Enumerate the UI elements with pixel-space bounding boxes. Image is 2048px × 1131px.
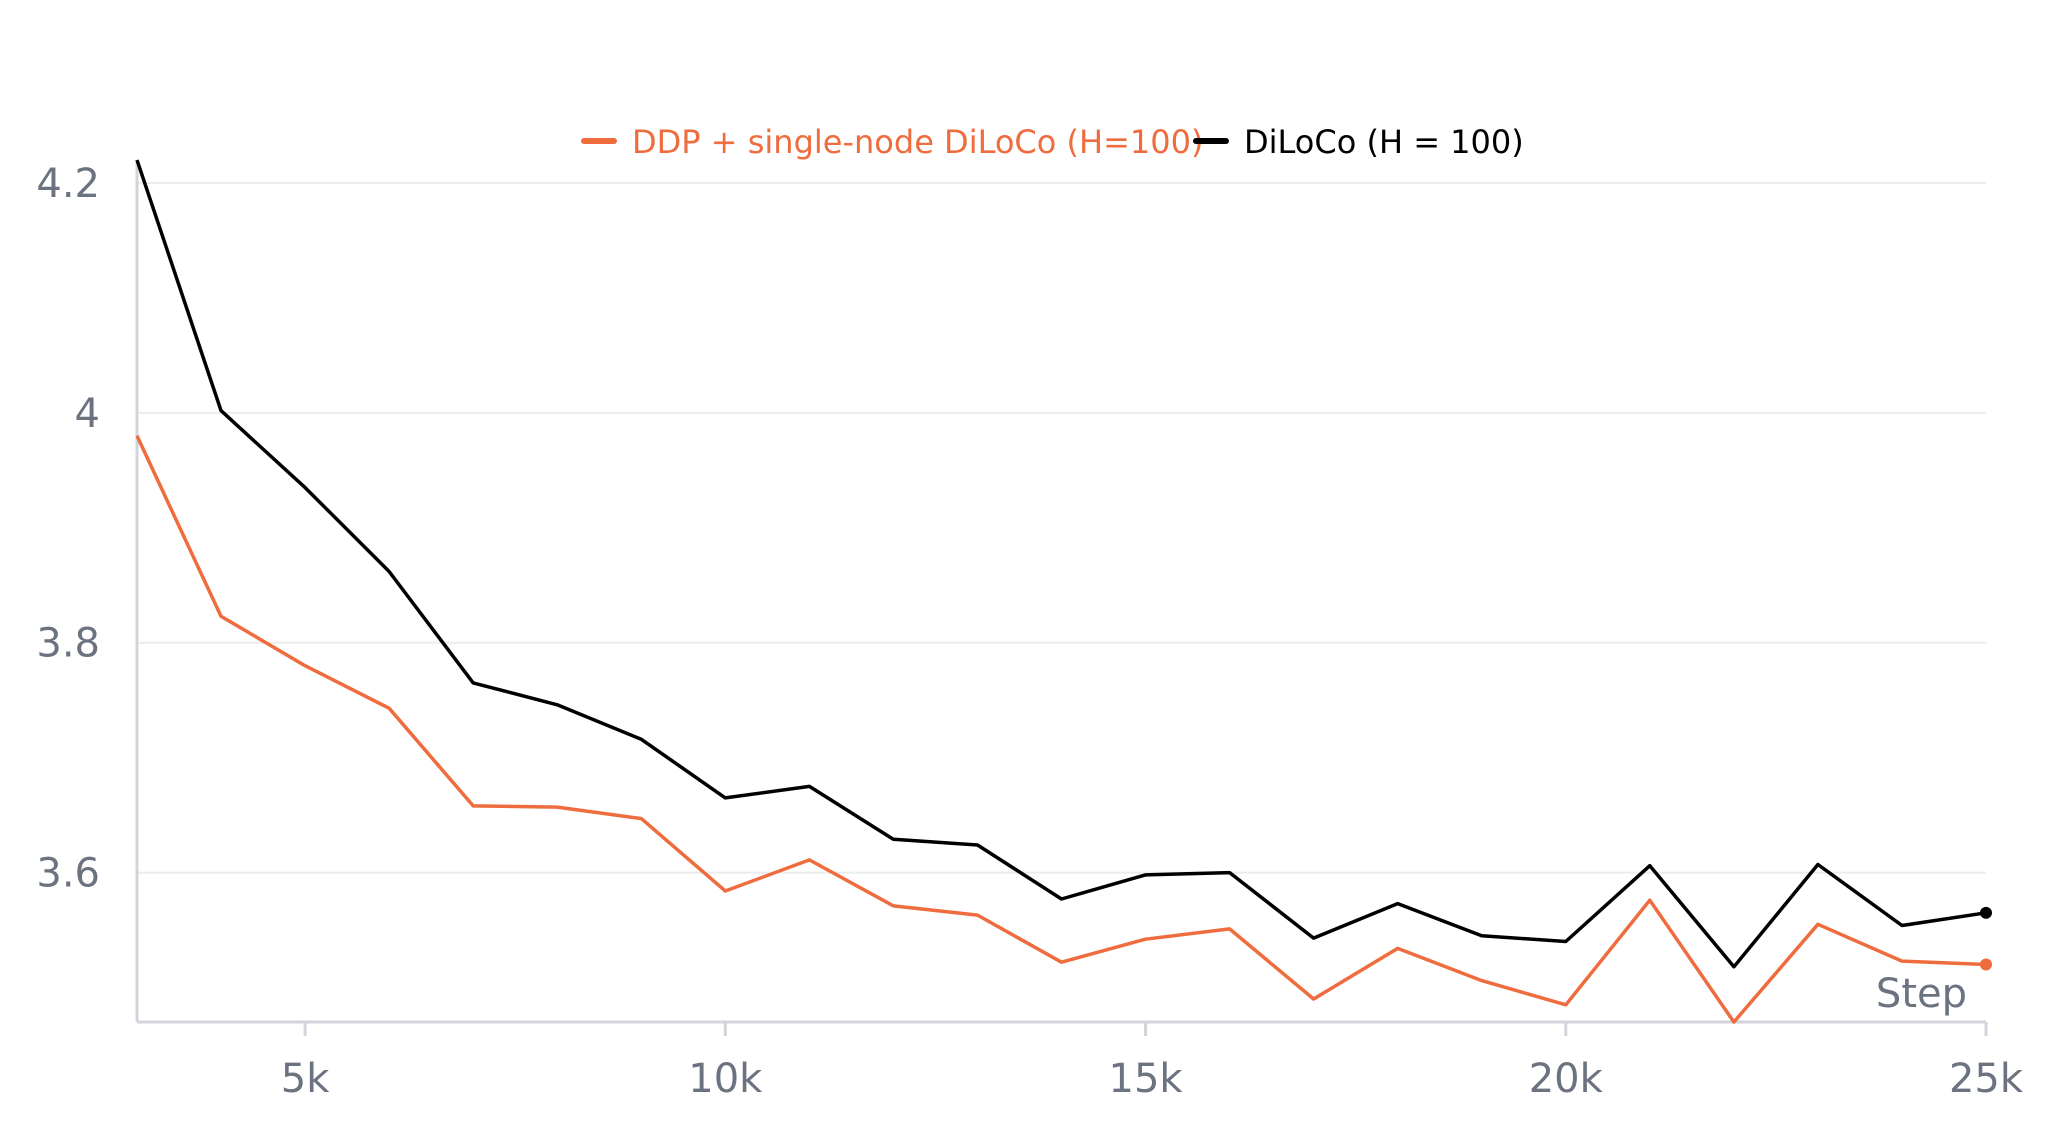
- y-axis-ticks: 3.6 3.8 4 4.2: [36, 161, 100, 897]
- legend-label: DiLoCo (H = 100): [1244, 123, 1524, 161]
- legend-item-0[interactable]: DDP + single-node DiLoCo (H=100): [581, 123, 1203, 161]
- x-axis-ticks: 5k 10k 15k 20k 25k: [281, 1022, 2024, 1102]
- axes: [135, 160, 1986, 1024]
- series-endpoint-0: [1980, 958, 1992, 971]
- x-tick-label: 20k: [1529, 1056, 1604, 1102]
- y-tick-label: 3.6: [36, 851, 100, 897]
- legend-item-1[interactable]: DiLoCo (H = 100): [1193, 123, 1524, 161]
- series-line-1: [135, 159, 1987, 969]
- y-tick-label: 4: [75, 391, 100, 437]
- x-axis-title: Step: [1876, 971, 1967, 1017]
- legend-label: DDP + single-node DiLoCo (H=100): [632, 123, 1203, 161]
- x-tick-label: 15k: [1109, 1056, 1184, 1102]
- series-endpoint-1: [1980, 906, 1992, 919]
- series-lines: [135, 159, 1992, 1024]
- y-tick-label: 4.2: [36, 161, 100, 207]
- y-tick-label: 3.8: [36, 621, 100, 667]
- legend[interactable]: DDP + single-node DiLoCo (H=100) DiLoCo (…: [581, 123, 1524, 161]
- series-line-0: [135, 435, 1987, 1024]
- x-tick-label: 5k: [281, 1056, 330, 1102]
- gridlines: [137, 181, 1986, 874]
- x-tick-label: 10k: [688, 1056, 763, 1102]
- x-tick-label: 25k: [1949, 1056, 2024, 1102]
